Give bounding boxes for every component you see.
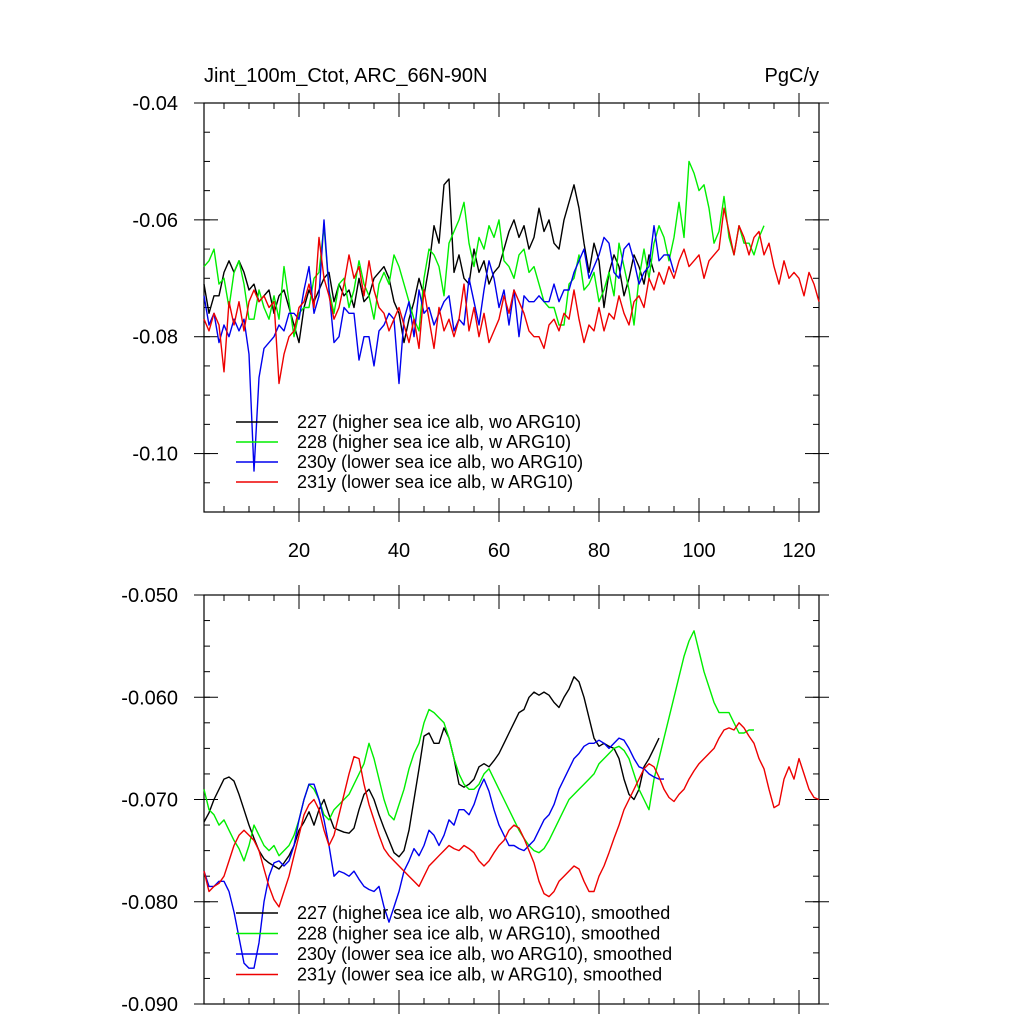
bottom-axis-ticks: -0.050 -0.060 -0.070 -0.080 -0.090 <box>121 585 829 1016</box>
y-tick-label: -0.050 <box>121 585 178 607</box>
y-tick-label: -0.070 <box>121 790 178 812</box>
x-tick-label: 100 <box>682 540 715 562</box>
legend-label-0: 227 (higher sea ice alb, wo ARG10) <box>297 412 581 432</box>
chart-title: Jint_100m_Ctot, ARC_66N-90N <box>204 65 487 87</box>
x-tick-label: 20 <box>288 540 310 562</box>
legend-label-2: 230y (lower sea ice alb, wo ARG10), smoo… <box>297 944 672 964</box>
series-line-2 <box>203 219 675 472</box>
y-tick-label: -0.04 <box>132 93 178 115</box>
legend-label-1: 228 (higher sea ice alb, w ARG10), smoot… <box>297 924 660 944</box>
series-line-0 <box>203 676 660 870</box>
bottom-panel: -0.050 -0.060 -0.070 -0.080 -0.090 227 (high… <box>121 585 829 1016</box>
series-line-3 <box>203 207 820 385</box>
legend-label-3: 231y (lower sea ice alb, w ARG10), smoot… <box>297 965 662 985</box>
top-axis-ticks: -0.04 -0.06 -0.08 -0.10 20 40 60 80 100 120 <box>132 93 829 562</box>
y-tick-label: -0.06 <box>132 210 178 232</box>
y-tick-label: -0.10 <box>132 444 178 466</box>
chart-units: PgC/y <box>765 65 819 87</box>
legend-label-1: 228 (higher sea ice alb, w ARG10) <box>297 432 571 452</box>
top-panel: Jint_100m_Ctot, ARC_66N-90N PgC/y -0.04-… <box>132 65 829 562</box>
bottom-legend: 227 (higher sea ice alb, wo ARG10), smoo… <box>236 903 672 985</box>
x-tick-label: 120 <box>782 540 815 562</box>
legend-label-3: 231y (lower sea ice alb, w ARG10) <box>297 472 573 492</box>
y-tick-label: -0.08 <box>132 327 178 349</box>
series-line-3 <box>203 722 820 908</box>
y-tick-label: -0.090 <box>121 994 178 1016</box>
top-series-lines <box>203 160 820 472</box>
legend-label-2: 230y (lower sea ice alb, wo ARG10) <box>297 452 583 472</box>
bottom-series-lines <box>203 630 820 969</box>
series-line-1 <box>203 160 765 338</box>
y-tick-label: -0.060 <box>121 687 178 709</box>
y-tick-label: -0.080 <box>121 892 178 914</box>
series-line-0 <box>203 178 655 344</box>
top-legend: 227 (higher sea ice alb, wo ARG10)228 (h… <box>236 412 583 492</box>
x-tick-label: 80 <box>588 540 610 562</box>
x-tick-label: 60 <box>488 540 510 562</box>
x-tick-label: 40 <box>388 540 410 562</box>
legend-label-0: 227 (higher sea ice alb, wo ARG10), smoo… <box>297 903 670 923</box>
series-line-1 <box>203 630 754 862</box>
series-line-2 <box>203 737 664 969</box>
